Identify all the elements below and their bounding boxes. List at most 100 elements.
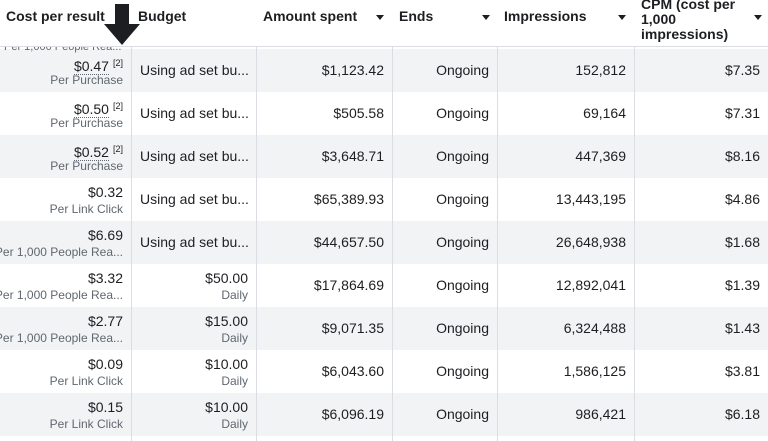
chevron-down-icon[interactable] [376, 15, 384, 20]
header-cost-per-result[interactable]: Cost per result [0, 0, 131, 46]
cell-cpm: $1.43 [635, 307, 768, 350]
cell-cpm: $1.68 [635, 221, 768, 264]
header-amount-spent-label: Amount spent [263, 8, 358, 24]
cell-amount-spent-value: $44,657.50 [313, 234, 384, 250]
table-row[interactable]: $2.77 Per 1,000 People Rea... $15.00 Daily $… [0, 307, 768, 350]
cell-amount-spent-value: $505.58 [333, 105, 384, 121]
cell-ends: Ongoing [393, 92, 497, 135]
table-row[interactable]: $0.15 Per Link Click $10.00 Daily $6,096.19 O… [0, 393, 768, 436]
cost-result-type: Per 1,000 People Rea... [0, 288, 123, 302]
cell-amount-spent-value: $65,389.93 [313, 191, 384, 207]
footnote-badge[interactable]: [2] [112, 144, 123, 154]
cell-ends: Ongoing [393, 135, 497, 178]
arrow-down-icon [104, 4, 140, 45]
cell-cpm-value: $1.43 [724, 320, 760, 336]
cost-amount: $0.50 [73, 101, 109, 118]
budget-value[interactable]: Using ad set bu... [140, 234, 249, 250]
cost-result-type: Per Link Click [49, 417, 123, 431]
budget-period: Daily [221, 417, 248, 431]
budget-value: $10.00 [205, 356, 248, 372]
cell-cpm: $7.31 [635, 92, 768, 135]
cost-result-type: Per Link Click [49, 374, 123, 388]
cost-value: $0.09 [88, 356, 123, 372]
cell-amount-spent-value: $3,648.71 [321, 148, 384, 164]
cell-cost-per-result: $0.50 [2] Per Purchase [0, 92, 131, 135]
cost-amount: $0.47 [73, 58, 109, 75]
cost-result-type: Per Purchase [50, 73, 123, 87]
column-divider [392, 0, 393, 441]
cost-result-type: Per Link Click [49, 202, 123, 216]
cost-amount: $0.52 [73, 144, 109, 161]
cell-impressions-value: 12,892,041 [555, 277, 626, 293]
chevron-down-icon[interactable] [754, 15, 762, 20]
cell-budget: Using ad set bu... [132, 178, 256, 221]
cell-budget: $50.00 Daily [132, 264, 256, 307]
cell-budget: $15.00 Daily [132, 307, 256, 350]
cell-amount-spent: $6,096.19 [257, 393, 392, 436]
cell-ends-value: Ongoing [436, 148, 489, 164]
table-row[interactable]: $0.52 [2] Per Purchase Using ad set bu... $3… [0, 135, 768, 178]
cell-ends: Ongoing [393, 49, 497, 92]
budget-value[interactable]: Using ad set bu... [140, 105, 249, 121]
cell-cpm: $3.81 [635, 350, 768, 393]
cost-value: $0.15 [88, 399, 123, 415]
cell-cost-per-result: $0.32 Per Link Click [0, 178, 131, 221]
header-cpm[interactable]: CPM (cost per 1,000 impressions) [635, 0, 768, 46]
cost-value[interactable]: $0.47 [2] [73, 55, 123, 75]
table-row[interactable]: $0.47 [2] Per Purchase Using ad set bu... $1… [0, 49, 768, 92]
cell-impressions-value: 69,164 [583, 105, 626, 121]
header-impressions[interactable]: Impressions [498, 0, 634, 46]
cell-ends: Ongoing [393, 221, 497, 264]
header-ends[interactable]: Ends [393, 0, 497, 46]
cell-cpm-value: $4.86 [724, 191, 760, 207]
cell-amount-spent-value: $9,071.35 [321, 320, 384, 336]
table-row[interactable]: $3.32 Per 1,000 People Rea... $50.00 Daily $… [0, 264, 768, 307]
cell-impressions: 69,164 [498, 92, 634, 135]
cell-cpm-value: $7.35 [724, 62, 760, 78]
budget-value[interactable]: Using ad set bu... [140, 62, 249, 78]
cell-amount-spent-value: $1,123.42 [321, 62, 384, 78]
chevron-down-icon[interactable] [618, 15, 626, 20]
cost-amount: $3.32 [87, 270, 123, 286]
table-row[interactable]: $0.50 [2] Per Purchase Using ad set bu... $5… [0, 92, 768, 135]
cell-ends-value: Ongoing [436, 277, 489, 293]
cell-cost-per-result: $0.15 Per Link Click [0, 393, 131, 436]
cell-impressions-value: 6,324,488 [563, 320, 626, 336]
budget-value: $50.00 [205, 270, 248, 286]
cost-value[interactable]: $0.52 [2] [73, 141, 123, 161]
cell-amount-spent: $505.58 [257, 92, 392, 135]
cell-ends-value: Ongoing [436, 320, 489, 336]
table-row[interactable]: $6.69 Per 1,000 People Rea... Using ad set… [0, 221, 768, 264]
cell-budget: Using ad set bu... [132, 49, 256, 92]
footnote-badge[interactable]: [2] [112, 101, 123, 111]
footnote-badge[interactable]: [2] [112, 58, 123, 68]
cell-cpm: $1.39 [635, 264, 768, 307]
budget-value[interactable]: Using ad set bu... [140, 148, 249, 164]
header-amount-spent[interactable]: Amount spent [257, 0, 392, 46]
cell-impressions: 12,892,041 [498, 264, 634, 307]
chevron-down-icon[interactable] [482, 15, 490, 20]
cell-cpm: $6.18 [635, 393, 768, 436]
table-row[interactable]: $0.09 Per Link Click $10.00 Daily $6,043.60 O… [0, 350, 768, 393]
cost-amount: $0.32 [87, 184, 123, 200]
cell-impressions: 13,443,195 [498, 178, 634, 221]
budget-value: $10.00 [205, 399, 248, 415]
cost-value: $6.69 [88, 227, 123, 243]
column-divider [131, 0, 132, 441]
cell-budget: Using ad set bu... [132, 221, 256, 264]
table-row[interactable]: $0.32 Per Link Click Using ad set bu... $65… [0, 178, 768, 221]
budget-value[interactable]: Using ad set bu... [140, 191, 249, 207]
header-impressions-label: Impressions [504, 8, 587, 24]
cell-cpm-value: $7.31 [724, 105, 760, 121]
header-budget[interactable]: Budget [132, 0, 256, 46]
cost-result-type: Per 1,000 People Rea... [0, 331, 123, 345]
cell-cpm-value: $6.18 [724, 406, 760, 422]
column-divider [634, 0, 635, 441]
cell-ends: Ongoing [393, 350, 497, 393]
cell-budget: Using ad set bu... [132, 92, 256, 135]
cost-value: $3.32 [88, 270, 123, 286]
cell-impressions-value: 447,369 [575, 148, 626, 164]
cost-value[interactable]: $0.50 [2] [73, 98, 123, 118]
cell-amount-spent-value: $6,096.19 [321, 406, 384, 422]
